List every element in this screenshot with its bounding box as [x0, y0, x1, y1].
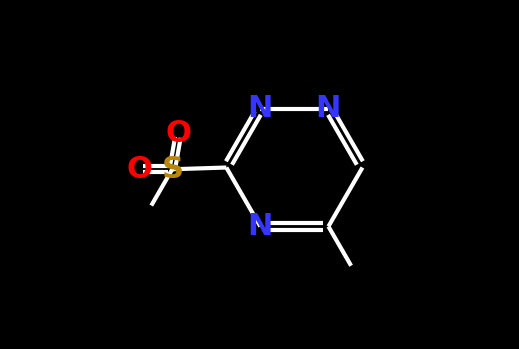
- Text: N: N: [248, 212, 273, 241]
- Text: S: S: [161, 155, 183, 184]
- Text: N: N: [248, 94, 273, 123]
- Text: N: N: [316, 94, 341, 123]
- Text: O: O: [126, 155, 152, 184]
- Text: O: O: [166, 119, 192, 148]
